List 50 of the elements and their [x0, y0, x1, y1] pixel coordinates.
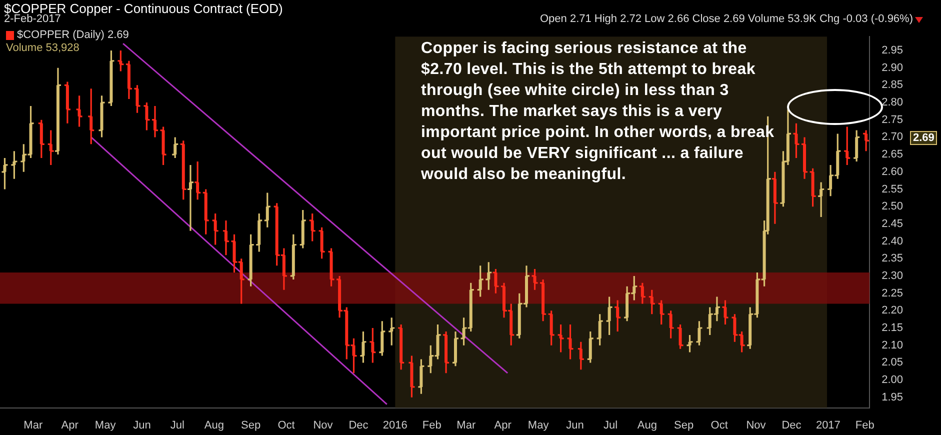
x-tick-label: Jul — [170, 419, 184, 432]
annotation: Volume 53,928 — [6, 42, 80, 54]
x-tick-label: Jun — [133, 419, 151, 432]
y-tick-label: 1.95 — [882, 391, 904, 404]
x-tick-label: Feb — [422, 419, 442, 432]
x-tick-label: Aug — [204, 419, 224, 432]
x-tick-label: Dec — [782, 419, 802, 432]
text: Open 2.71 High 2.72 Low 2.66 Close 2.69 Volume 53.9K Chg -0.03 (-0.96%) — [540, 13, 913, 25]
y-tick-label: 2.20 — [882, 304, 904, 317]
y-tick-label: 2.40 — [882, 235, 904, 248]
x-tick-label: Oct — [710, 419, 728, 432]
y-tick-label: 2.85 — [882, 79, 904, 92]
y-tick-label: 2.15 — [882, 322, 904, 334]
x-tick-label: Jul — [603, 419, 618, 432]
y-tick-label: 2.05 — [882, 356, 904, 369]
y-tick-label: 2.30 — [882, 270, 904, 282]
y-tick-label: 2.55 — [882, 183, 904, 196]
chart-subtitle: 2-Feb-2017 — [4, 13, 61, 25]
x-tick-label: 2016 — [382, 419, 408, 432]
x-tick-label: Sep — [241, 419, 261, 432]
x-tick-label: Aug — [637, 419, 657, 432]
y-tick-label: 2.25 — [882, 287, 904, 300]
y-tick-label: 2.95 — [882, 44, 904, 57]
y-tick-label: 2.35 — [882, 252, 904, 265]
y-tick-label: 2.65 — [882, 148, 904, 161]
x-tick-label: Sep — [674, 419, 694, 432]
x-tick-label: Mar — [24, 419, 43, 432]
x-tick-label: Mar — [456, 419, 476, 432]
x-tick-label: Jun — [566, 419, 584, 432]
y-tick-label: 2.75 — [882, 114, 904, 126]
y-tick-label: 2.10 — [882, 339, 904, 352]
x-tick-label: Nov — [313, 419, 334, 432]
y-tick-label: 2.90 — [882, 62, 904, 74]
y-tick-label: 2.00 — [882, 374, 904, 386]
legend-label: $COPPER (Daily) 2.69 — [17, 29, 129, 41]
x-tick-label: Nov — [746, 419, 766, 432]
x-tick-label: Feb — [855, 419, 874, 432]
x-tick-label: Dec — [348, 419, 369, 432]
y-tick-label: 2.45 — [882, 218, 904, 230]
x-tick-label: Apr — [494, 419, 512, 432]
y-tick-label: 2.70 — [882, 131, 904, 144]
x-tick-label: Apr — [61, 419, 79, 432]
x-tick-label: 2017 — [816, 419, 840, 432]
x-tick-label: May — [94, 419, 116, 432]
text: 2.69 — [910, 131, 938, 145]
y-tick-label: 2.50 — [882, 200, 904, 213]
y-tick-label: 2.80 — [882, 96, 904, 109]
y-tick-label: 2.60 — [882, 166, 904, 178]
x-tick-label: May — [528, 419, 550, 432]
x-tick-label: Oct — [278, 419, 295, 432]
